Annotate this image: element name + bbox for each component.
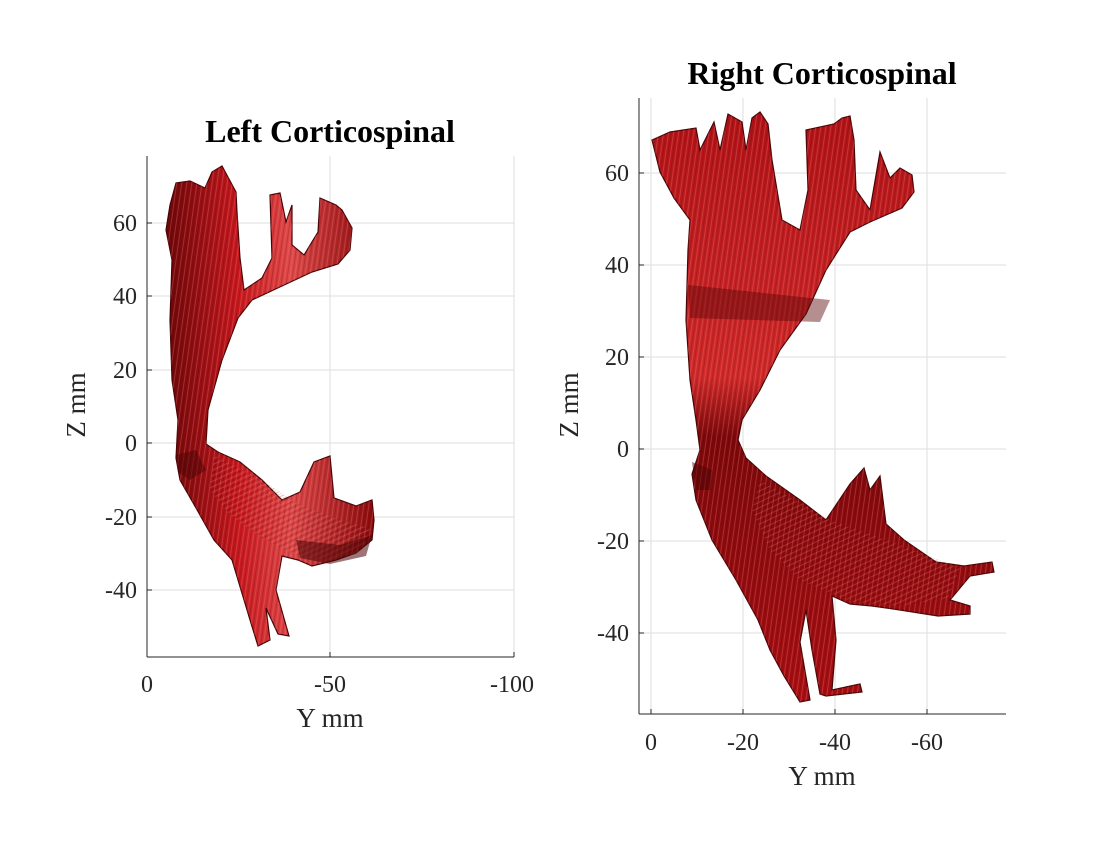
right-ytick-label: -20 — [597, 529, 629, 555]
right-xtick-label: 0 — [645, 730, 657, 756]
left-fiber-tract — [165, 165, 375, 647]
right-ytick-label: 60 — [605, 161, 629, 187]
left-x-tick-labels: 0 -50 -100 — [141, 672, 534, 698]
right-y-tick-labels: 60 40 20 0 -20 -40 — [597, 161, 629, 647]
left-tick-marks — [146, 222, 515, 657]
right-ytick-label: 40 — [605, 253, 629, 279]
left-ytick-label: -20 — [105, 505, 137, 531]
left-xtick-label: -50 — [314, 672, 346, 698]
right-xtick-label: -20 — [727, 730, 759, 756]
left-panel-title: Left Corticospinal — [205, 113, 455, 149]
right-tick-marks — [639, 172, 928, 714]
left-x-axis-label: Y mm — [296, 703, 363, 733]
right-y-axis-label: Z mm — [554, 372, 584, 437]
right-ytick-label: 20 — [605, 345, 629, 371]
right-x-tick-labels: 0 -20 -40 -60 — [645, 730, 943, 756]
left-xtick-label: 0 — [141, 672, 153, 698]
left-ytick-label: 40 — [113, 284, 137, 310]
left-panel: Left Corticospinal 0 -50 -100 60 40 20 0… — [61, 113, 534, 733]
left-ytick-label: 0 — [125, 431, 137, 457]
left-xtick-label: -100 — [490, 672, 534, 698]
left-y-tick-labels: 60 40 20 0 -20 -40 — [105, 211, 137, 604]
left-ytick-label: 60 — [113, 211, 137, 237]
right-xtick-label: -40 — [819, 730, 851, 756]
right-x-axis-label: Y mm — [788, 761, 855, 791]
right-panel: Right Corticospinal 0 -20 -40 -60 60 40 … — [554, 55, 1006, 791]
left-y-axis-label: Z mm — [61, 372, 91, 437]
right-xtick-label: -60 — [911, 730, 943, 756]
left-ytick-label: 20 — [113, 358, 137, 384]
right-fiber-tract — [651, 111, 995, 703]
right-ytick-label: 0 — [617, 437, 629, 463]
left-ytick-label: -40 — [105, 578, 137, 604]
right-ytick-label: -40 — [597, 621, 629, 647]
right-panel-title: Right Corticospinal — [687, 55, 956, 91]
